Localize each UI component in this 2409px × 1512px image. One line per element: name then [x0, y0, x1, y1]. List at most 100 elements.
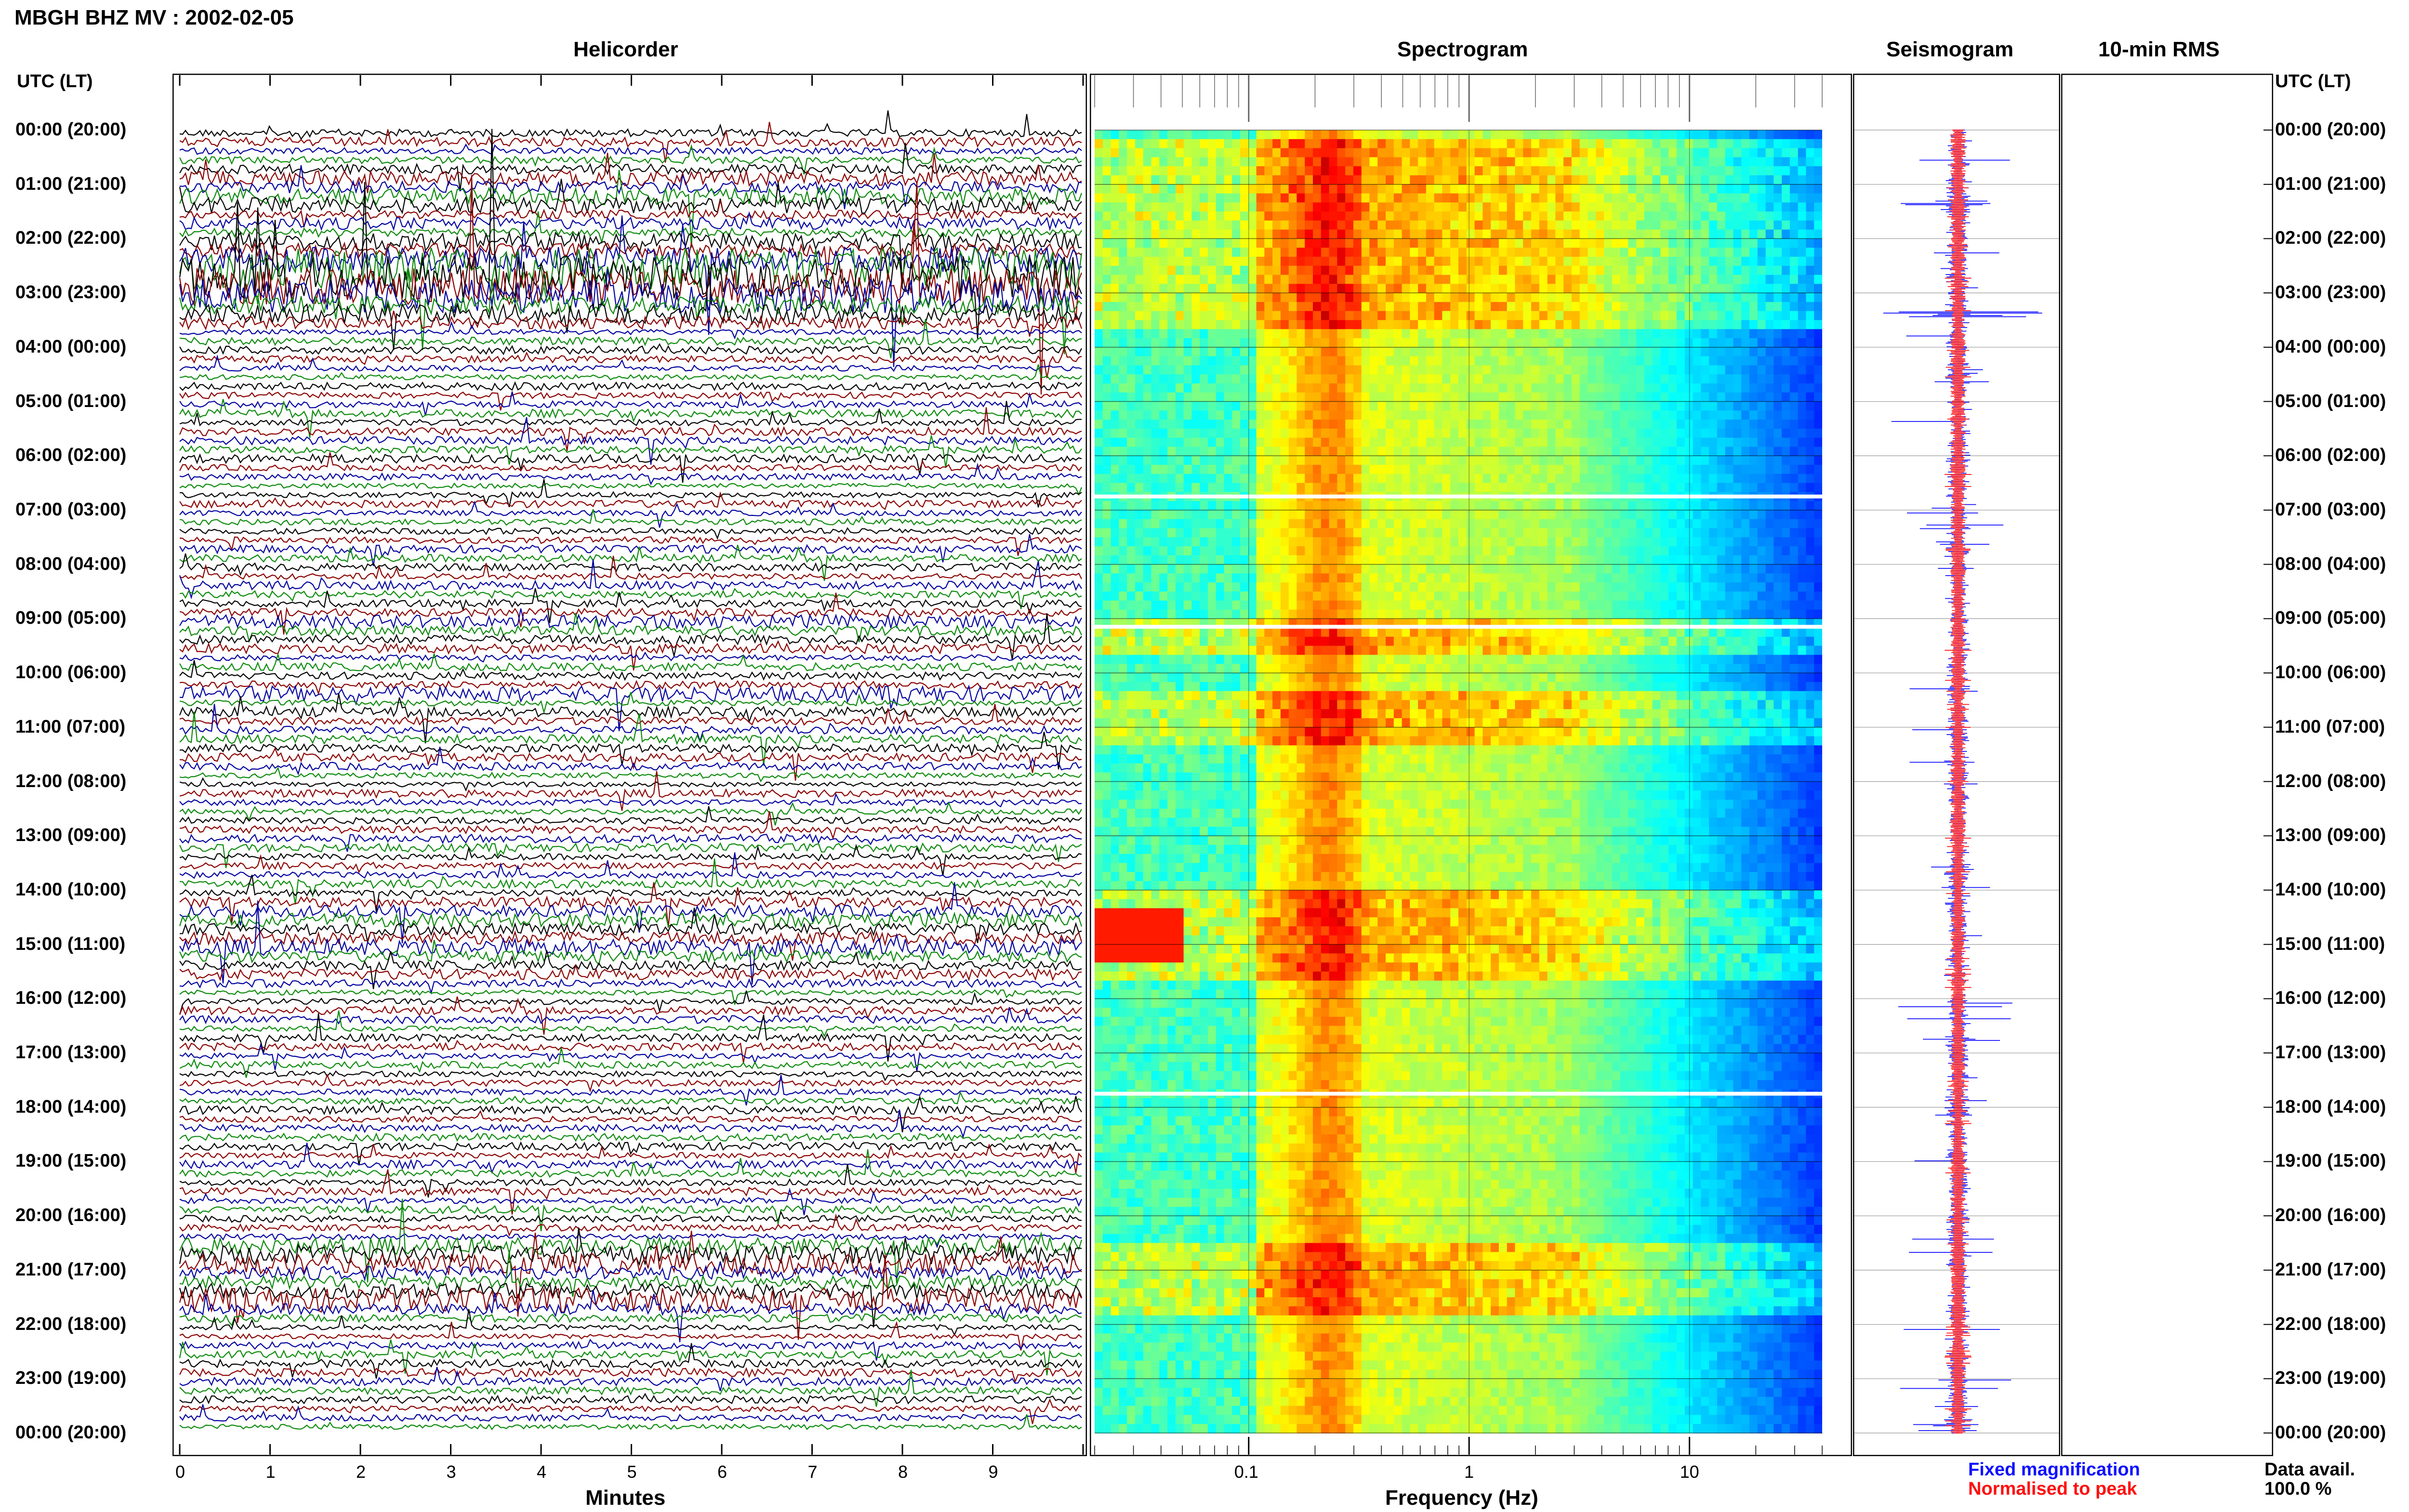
spectrogram-cell: [1814, 257, 1823, 266]
spectrogram-cell: [1369, 311, 1378, 321]
spectrogram-cell: [1216, 528, 1225, 538]
spectrogram-cell: [1725, 365, 1734, 375]
spectrogram-cell: [1757, 211, 1766, 221]
helicorder-trace: [179, 346, 1082, 379]
spectrogram-cell: [1725, 166, 1734, 176]
spectrogram-cell: [1280, 166, 1289, 176]
spectrogram-cell: [1677, 392, 1685, 402]
spectrogram-cell: [1725, 383, 1734, 393]
spectrogram-cell: [1636, 175, 1645, 185]
spectrogram-cell: [1482, 193, 1491, 203]
helicorder-trace: [179, 852, 1082, 879]
spectrogram-cell: [1596, 383, 1604, 393]
spectrogram-cell: [1095, 537, 1103, 547]
spectrogram-cell: [1418, 356, 1427, 366]
spectrogram-cell: [1248, 428, 1257, 438]
spectrogram-cell: [1491, 139, 1499, 149]
spectrogram-cell: [1660, 338, 1669, 348]
spectrogram-cell: [1579, 437, 1588, 447]
spectrogram-cell: [1612, 148, 1621, 158]
spectrogram-cell: [1119, 211, 1127, 221]
spectrogram-cell: [1216, 592, 1225, 601]
spectrogram-cell: [1248, 275, 1257, 285]
spectrogram-cell: [1207, 284, 1217, 293]
spectrogram-cell: [1207, 166, 1217, 176]
spectrogram-cell: [1175, 564, 1184, 574]
spectrogram-cell: [1337, 302, 1346, 312]
spectrogram-cell: [1466, 537, 1475, 547]
spectrogram-cell: [1402, 220, 1411, 230]
spectrogram-cell: [1224, 437, 1232, 447]
spectrogram-cell: [1450, 374, 1459, 384]
spectrogram-cell: [1709, 302, 1718, 312]
spectrogram-cell: [1297, 157, 1305, 167]
spectrogram-cell: [1313, 392, 1322, 402]
spectrogram-cell: [1240, 202, 1249, 212]
spectrogram-cell: [1232, 546, 1241, 556]
spectrogram-cell: [1216, 347, 1225, 357]
spectrogram-cell: [1474, 465, 1483, 474]
spectrogram-cell: [1652, 139, 1661, 149]
spectrogram-cell: [1539, 175, 1548, 185]
spectrogram-cell: [1434, 356, 1443, 366]
spectrogram-cell: [1321, 220, 1330, 230]
spectrogram-cell: [1159, 537, 1168, 547]
spectrogram-cell: [1555, 473, 1564, 484]
spectrogram-cell: [1119, 184, 1127, 194]
spectrogram-cell: [1709, 166, 1718, 176]
spectrogram-cell: [1604, 510, 1613, 520]
spectrogram-cell: [1523, 573, 1532, 583]
spectrogram-cell: [1677, 202, 1685, 212]
spectrogram-cell: [1337, 374, 1346, 384]
spectrogram-cell: [1345, 338, 1354, 348]
spectrogram-cell: [1660, 265, 1669, 276]
spectrogram-cell: [1491, 293, 1499, 302]
spectrogram-cell: [1466, 202, 1475, 212]
spectrogram-cell: [1305, 546, 1313, 556]
spectrogram-cell: [1474, 238, 1483, 248]
spectrogram-cell: [1491, 420, 1499, 429]
spectrogram-cell: [1571, 510, 1580, 520]
spectrogram-cell: [1337, 564, 1346, 574]
spectrogram-cell: [1345, 130, 1354, 140]
helicorder-trace: [179, 1369, 1082, 1407]
spectrogram-cell: [1183, 573, 1192, 583]
spectrogram-cell: [1297, 284, 1305, 293]
spectrogram-cell: [1167, 238, 1176, 248]
spectrogram-cell: [1248, 465, 1257, 474]
spectrogram-cell: [1272, 428, 1281, 438]
spectrogram-cell: [1410, 437, 1418, 447]
spectrogram-cell: [1216, 456, 1225, 465]
spectrogram-cell: [1151, 465, 1160, 474]
spectrogram-cell: [1393, 428, 1403, 438]
spectrogram-cell: [1531, 175, 1540, 185]
spectrogram-cell: [1345, 175, 1354, 185]
spectrogram-cell: [1095, 365, 1103, 375]
spectrogram-cell: [1280, 248, 1289, 257]
spectrogram-cell: [1337, 401, 1346, 411]
spectrogram-cell: [1143, 609, 1152, 619]
spectrogram-cell: [1442, 257, 1451, 266]
helicorder-trace: [179, 1367, 1082, 1392]
spectrogram-cell: [1523, 193, 1532, 203]
spectrogram-cell: [1555, 248, 1564, 257]
spectrogram-cell: [1765, 537, 1774, 547]
spectrogram-cell: [1782, 437, 1790, 447]
spectrogram-cell: [1677, 546, 1685, 556]
spectrogram-cell: [1596, 320, 1604, 330]
spectrogram-cell: [1636, 302, 1645, 312]
spectrogram-cell: [1612, 157, 1621, 167]
spectrogram-cell: [1774, 483, 1782, 493]
spectrogram-cell: [1337, 546, 1346, 556]
spectrogram-cell: [1151, 519, 1160, 529]
spectrogram-cell: [1240, 248, 1249, 257]
spectrogram-cell: [1264, 257, 1273, 266]
spectrogram-cell: [1393, 257, 1403, 266]
spectrogram-cell: [1135, 555, 1144, 565]
spectrogram-cell: [1361, 555, 1370, 565]
spectrogram-cell: [1256, 410, 1265, 420]
spectrogram-cell: [1668, 329, 1677, 339]
spectrogram-cell: [1757, 356, 1766, 366]
spectrogram-cell: [1741, 555, 1750, 565]
spectrogram-cell: [1588, 302, 1596, 312]
